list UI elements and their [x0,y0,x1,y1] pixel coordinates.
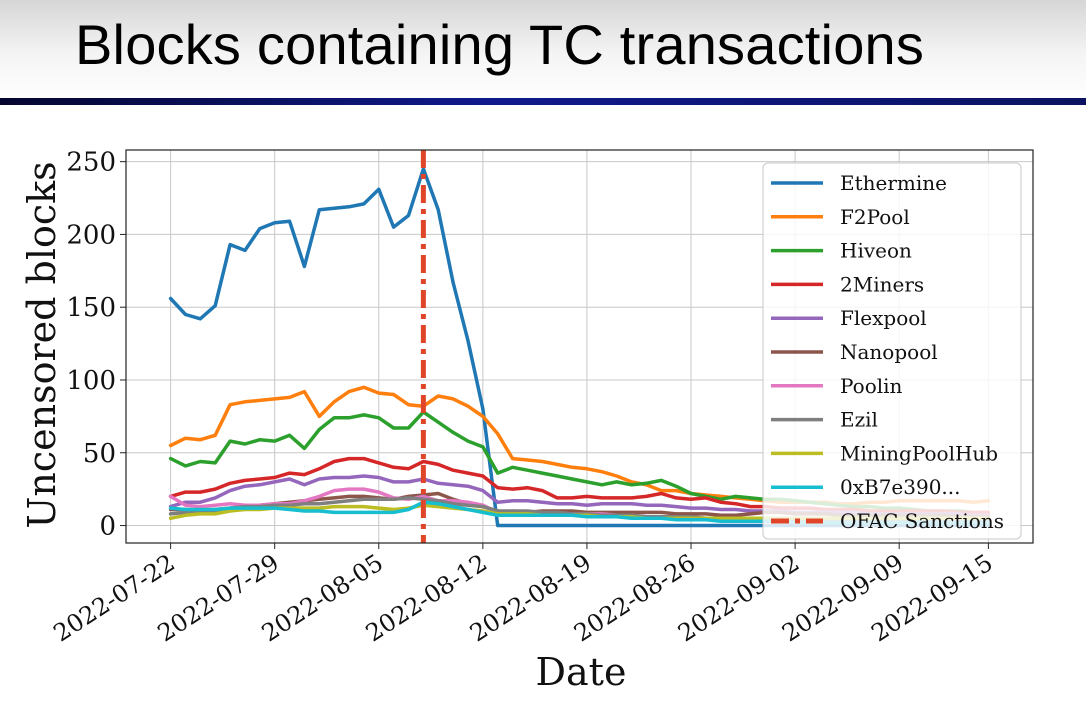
legend-label: Flexpool [840,306,927,330]
y-tick-label: 100 [66,366,116,396]
legend-label: 2Miners [840,272,924,296]
x-axis-ticks: 2022-07-222022-07-292022-08-052022-08-12… [49,543,998,647]
legend-label: Poolin [840,374,903,398]
legend: Ethermine F2Pool Hiveon 2Miners Flexpool Nano… [762,162,1022,540]
legend-label: MiningPoolHub [840,441,998,465]
y-tick-label: 250 [66,148,116,178]
legend-label: Hiveon [840,239,912,263]
legend-box [762,162,1022,540]
slide-title: Blocks containing TC transactions [75,13,925,76]
legend-label: 0xB7e390... [840,475,961,499]
y-tick-label: 0 [99,512,116,542]
legend-label: OFAC Sanctions [840,509,1004,533]
legend-label: Nanopool [840,340,938,364]
legend-label: F2Pool [840,205,910,229]
legend-label: Ezil [840,408,878,432]
y-tick-label: 150 [66,293,116,323]
y-tick-label: 200 [66,220,116,250]
slide-header-band: Blocks containing TC transactions [0,0,1086,98]
title-divider-rule [0,98,1086,105]
y-tick-label: 50 [83,439,116,469]
y-axis-label: Uncensored blocks [20,161,64,528]
legend-label: Ethermine [840,171,947,195]
plot-frame [125,149,1034,544]
y-axis-ticks: 0 50 100 150 200 250 [66,148,126,542]
x-axis-label: Date [536,650,627,694]
